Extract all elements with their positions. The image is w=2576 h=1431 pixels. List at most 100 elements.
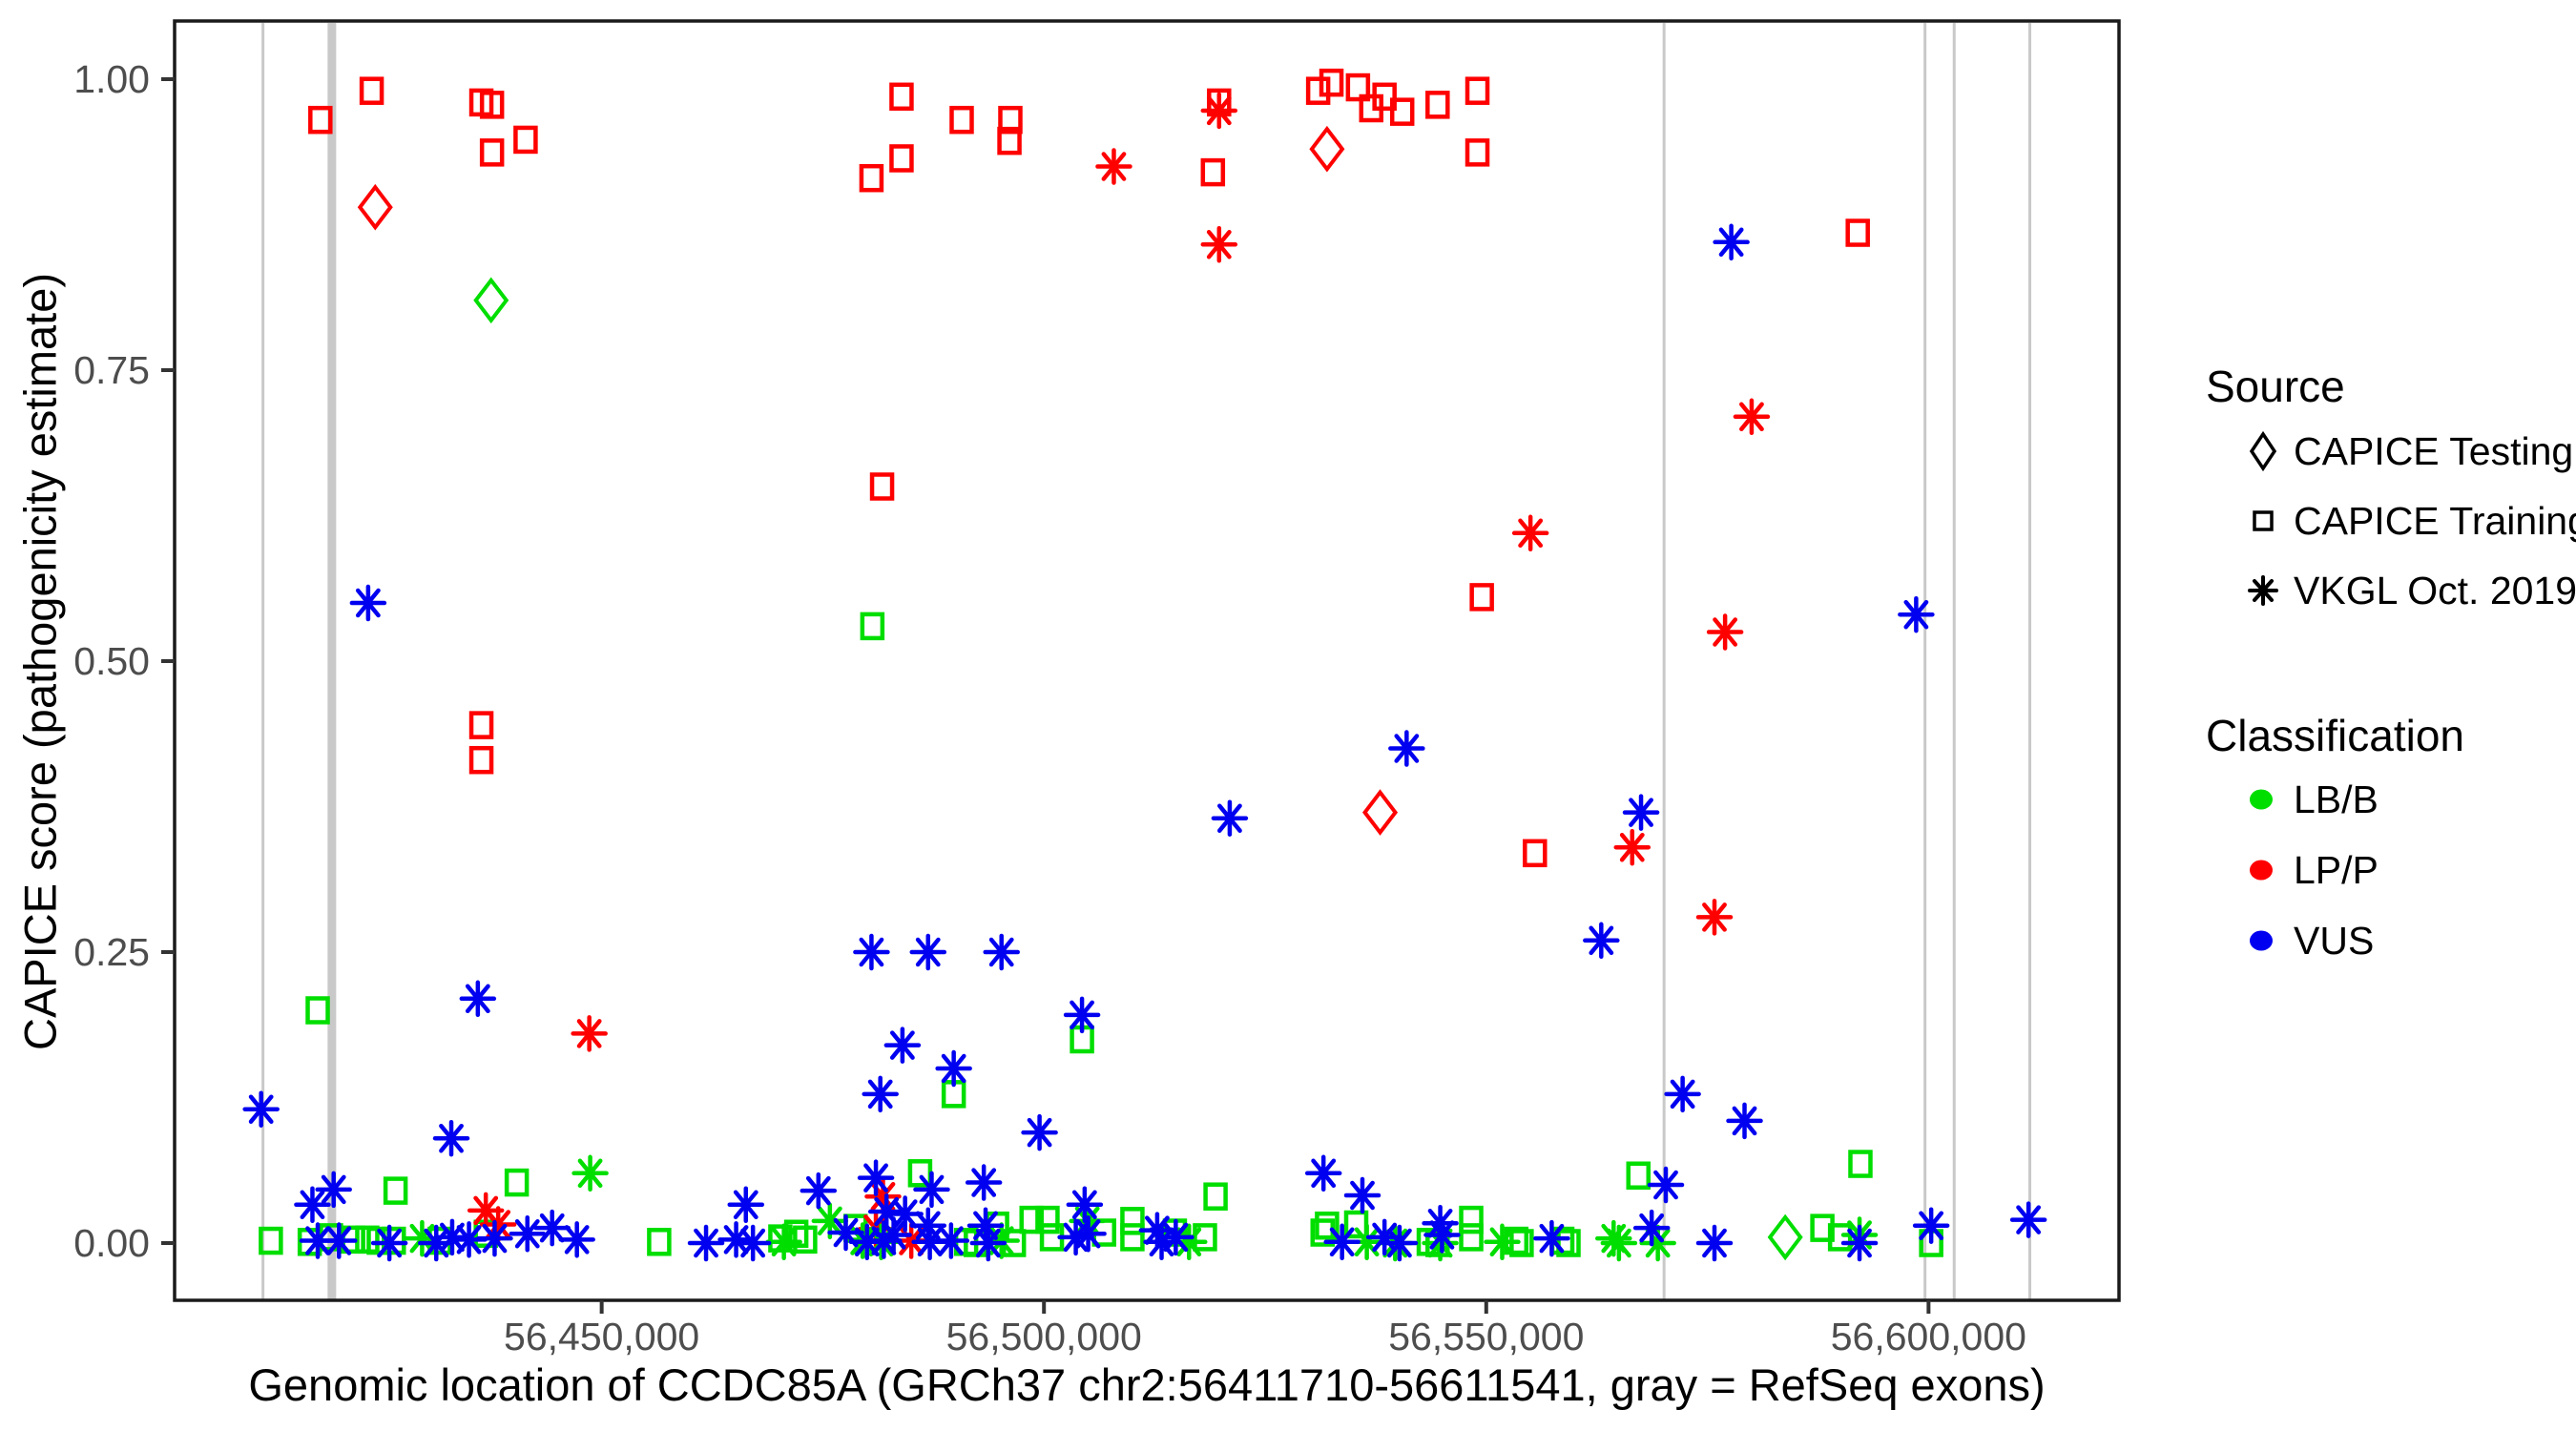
data-point-square [359,76,384,105]
data-point-asterisk [1645,1228,1671,1258]
data-point-asterisk [300,1190,325,1219]
vkgl-asterisk-icon [2248,575,2278,606]
data-point-asterisk [576,1019,602,1048]
data-point-square [869,472,895,501]
data-point-asterisk [1629,798,1653,827]
data-point-asterisk [355,588,381,618]
x-tick-label: 56,600,000 [1831,1315,2026,1358]
data-point-square [768,1224,793,1253]
panel-border [173,19,2121,1302]
data-point-asterisk [889,1030,915,1060]
data-point-square [859,163,884,193]
data-point-asterisk [919,1174,945,1205]
diamond-icon [2233,423,2294,480]
data-point-asterisk [1702,902,1727,932]
data-point-asterisk [694,1228,718,1258]
data-point-asterisk [833,1217,859,1248]
data-point-diamond [1362,789,1399,836]
data-point-asterisk [1713,617,1738,647]
data-point-asterisk [1350,1180,1375,1211]
data-point-square [1848,1150,1873,1178]
data-point-square [1465,138,1490,167]
data-point-asterisk [1075,1218,1101,1249]
data-point-diamond [1309,125,1345,173]
data-point-asterisk [938,1226,964,1255]
data-point-asterisk [577,1158,603,1189]
data-point-square [1523,839,1548,868]
data-point-asterisk [321,1174,346,1205]
data-point-square [1556,1229,1581,1257]
capice-training-square-icon [2253,510,2274,531]
data-point-square [1019,1205,1044,1234]
legend-item-label: LP/P [2294,847,2379,892]
data-point-asterisk [1206,229,1232,259]
data-point-asterisk [1206,95,1232,126]
data-point-asterisk [867,1079,893,1110]
y-axis-title: CAPICE score (pathogenicity estimate) [14,273,66,1050]
data-point-asterisk [874,1196,900,1227]
data-point-asterisk [988,937,1014,967]
legend-item-label: CAPICE Training [2294,498,2576,543]
data-point-asterisk [740,1228,766,1258]
data-point-square [1120,1207,1145,1235]
data-point-asterisk [1847,1228,1872,1258]
data-point-square [1827,1223,1853,1252]
series-square-lpp [308,68,1870,868]
data-point-square [1035,1205,1060,1234]
data-point-square [504,1168,530,1197]
data-point-asterisk [1149,1227,1174,1257]
data-point-square [1120,1223,1145,1252]
data-point-square [997,126,1022,156]
data-point-square [889,144,914,173]
data-point-asterisk [377,1228,403,1258]
capice-testing-diamond-icon [2249,430,2277,472]
data-point-asterisk [514,1218,540,1249]
data-point-asterisk [326,1226,352,1255]
data-point-asterisk [1217,803,1242,833]
asterisk-icon [2233,562,2294,619]
legend-item-label: CAPICE Testing [2294,428,2574,473]
data-point-square [1626,1161,1652,1190]
legend-classification-title: Classification [2206,711,2464,760]
data-point-square [383,1176,408,1205]
data-point-asterisk [1919,1211,1944,1240]
legend-item-label: VKGL Oct. 2019 [2294,568,2576,612]
x-tick-label: 56,500,000 [946,1315,1142,1358]
data-point-asterisk [1387,1228,1412,1258]
data-point-square [1203,1182,1228,1211]
data-point-square [949,105,974,135]
data-point-asterisk [733,1190,758,1219]
classification-dot-icon [2233,912,2294,969]
data-point-square [1425,91,1450,119]
data-point-asterisk [915,937,941,967]
data-point-asterisk [1354,1227,1380,1257]
series-diamond-lbb [473,277,1803,1261]
legend-item-label: LB/B [2294,777,2379,821]
data-point-asterisk [1619,832,1645,862]
data-point-square [1345,73,1371,102]
data-point-asterisk [456,1225,482,1255]
data-point-asterisk [971,1168,997,1197]
data-point-asterisk [1101,152,1127,181]
data-point-asterisk [1489,1227,1515,1257]
data-point-square [468,711,494,739]
data-point-asterisk [975,1228,1001,1258]
data-point-square [647,1228,672,1256]
legend-item-capice-training: CAPICE Training [2233,492,2576,550]
y-tick-label: 0.75 [73,348,150,392]
data-point-square [468,745,494,775]
data-point-asterisk [1639,1213,1665,1243]
data-point-asterisk [1311,1158,1337,1189]
classification-dot-icon [2233,771,2294,828]
data-point-square [305,996,330,1025]
data-point-asterisk [305,1226,330,1255]
data-point-asterisk [1071,1190,1097,1219]
legend-item-lp-p: LP/P [2233,841,2379,899]
data-point-asterisk [1329,1227,1355,1257]
data-point-asterisk [1702,1228,1727,1258]
data-point-square [1200,157,1226,187]
data-point-asterisk [1144,1215,1170,1245]
data-point-asterisk [771,1227,797,1257]
series-asterisk-lpp [467,92,1771,1259]
